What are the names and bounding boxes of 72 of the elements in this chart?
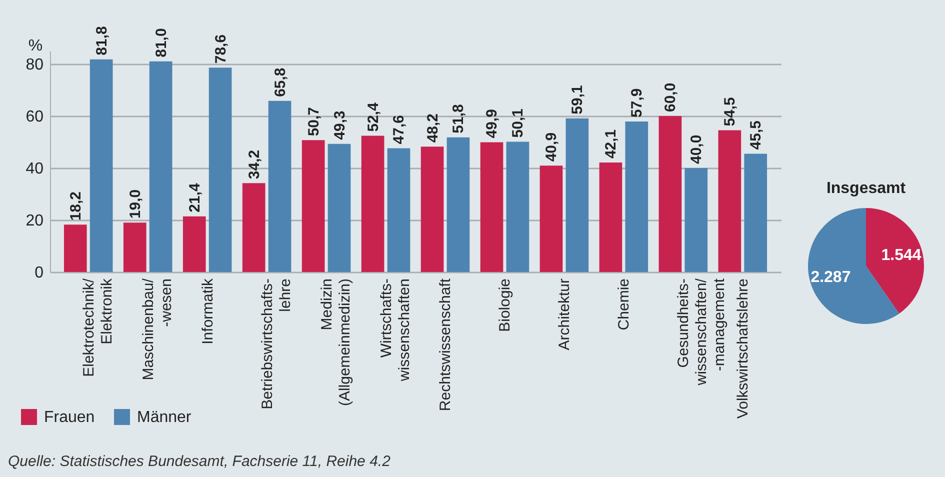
data-label: 49,3 xyxy=(331,110,348,140)
data-label: 1.544 xyxy=(881,246,922,264)
data-label: 78,6 xyxy=(212,34,230,64)
y-tick-label: 60 xyxy=(26,108,44,126)
y-tick-label: 0 xyxy=(34,264,44,282)
y-axis-title: % xyxy=(28,38,43,54)
bar xyxy=(123,222,146,272)
x-tick-label: Informatik xyxy=(199,278,216,344)
data-label: 81,8 xyxy=(93,26,110,56)
legend-label: Männer xyxy=(137,409,192,426)
data-label: 60,0 xyxy=(662,82,680,112)
bar xyxy=(302,140,325,272)
x-tick-label: Maschinenbau/ -wesen xyxy=(140,278,175,380)
source-note: Quelle: Statistisches Bundesamt, Fachserie 11, Reihe 4.2 xyxy=(8,453,390,470)
data-label: 19,0 xyxy=(126,189,144,219)
data-label: 59,1 xyxy=(569,85,586,114)
bar xyxy=(328,144,351,272)
bar xyxy=(361,136,384,272)
data-label: 42,1 xyxy=(602,129,620,159)
chart-title: Insgesamt xyxy=(826,180,906,197)
data-label: 34,2 xyxy=(246,150,263,180)
bar xyxy=(268,100,292,272)
bar xyxy=(718,130,742,272)
x-tick-label: Biologie xyxy=(496,278,514,332)
bar xyxy=(540,166,563,272)
x-tick-label: Medizin (Allgemeinmedizin) xyxy=(318,278,354,406)
x-tick-label: Gesundheits- wissenschaften/ -management xyxy=(675,278,728,386)
data-label: 47,6 xyxy=(390,115,408,144)
data-label: 45,5 xyxy=(748,120,765,150)
x-tick-label: Architektur xyxy=(556,278,574,350)
bar xyxy=(420,146,444,272)
bar xyxy=(446,137,470,272)
data-label: 49,9 xyxy=(484,109,501,138)
data-label: 81,0 xyxy=(152,28,170,58)
data-label: 2.287 xyxy=(810,269,851,286)
bar xyxy=(90,59,113,272)
data-label: 54,5 xyxy=(722,97,739,126)
bar xyxy=(744,154,768,272)
bar xyxy=(506,142,530,272)
data-label: 48,2 xyxy=(424,113,442,143)
bar xyxy=(387,148,410,272)
data-label: 51,8 xyxy=(450,104,468,134)
data-label: 57,9 xyxy=(628,88,646,118)
data-label: 18,2 xyxy=(67,191,84,221)
bar xyxy=(684,168,708,272)
data-label: 40,9 xyxy=(543,132,560,162)
y-tick-label: 40 xyxy=(26,160,44,178)
bar xyxy=(599,162,622,272)
x-tick-label: Rechtswissenschaft xyxy=(437,278,454,412)
y-tick-label: 80 xyxy=(26,56,44,74)
bar xyxy=(182,216,206,272)
data-label: 40,0 xyxy=(688,134,706,164)
x-tick-label: Betriebswirtschafts- lehre xyxy=(258,278,294,410)
x-tick-label: Elektrotechnik/ Elektronik xyxy=(80,278,116,377)
y-tick-label: 20 xyxy=(26,212,44,230)
bar xyxy=(208,68,232,272)
data-label: 50,1 xyxy=(510,108,527,138)
legend-label: Frauen xyxy=(44,409,95,426)
bar xyxy=(242,183,266,272)
x-tick-label: Volkswirtschaftslehre xyxy=(734,278,752,419)
bar xyxy=(658,116,682,272)
data-label: 65,8 xyxy=(272,68,289,97)
pie-slice xyxy=(866,208,924,314)
bar xyxy=(64,224,87,272)
bar xyxy=(625,121,648,272)
bar xyxy=(149,61,172,272)
data-label: 21,4 xyxy=(186,182,204,212)
x-tick-label: Chemie xyxy=(616,278,633,330)
data-label: 50,7 xyxy=(305,106,322,136)
data-label: 52,4 xyxy=(364,102,382,132)
bar xyxy=(480,142,504,272)
bar xyxy=(566,118,589,272)
